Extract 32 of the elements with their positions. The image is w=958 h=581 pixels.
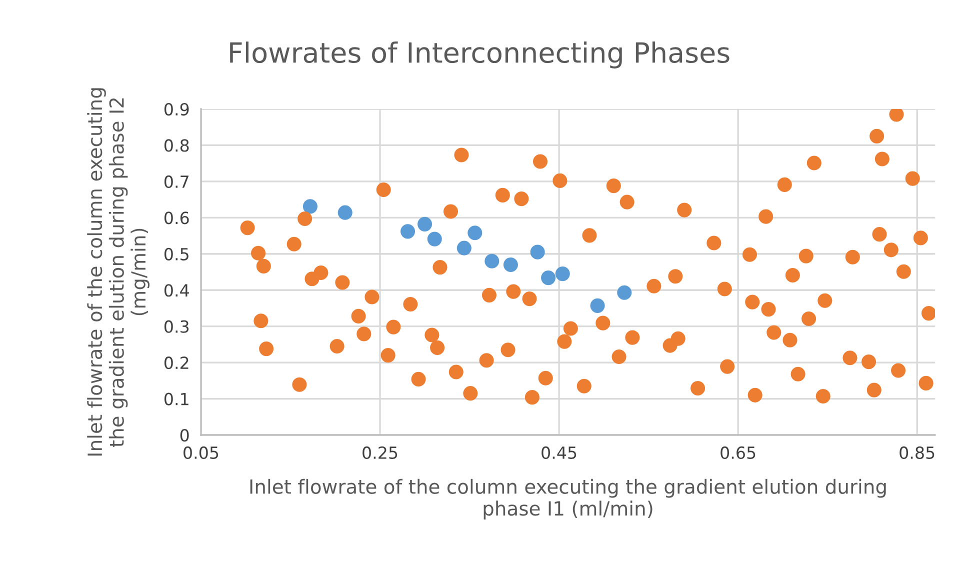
point (338, 205, 352, 220)
y-tick-label: 0.1 (164, 392, 188, 406)
y-tick-label: 0.2 (164, 356, 188, 370)
y-tick-label: 0.6 (164, 212, 189, 224)
y-tick-label: 0 (180, 428, 189, 442)
point (617, 285, 632, 300)
point (417, 216, 432, 232)
y-tick-label: 0.9 (164, 102, 189, 116)
x-tick-label: 0.25 (362, 446, 398, 460)
point (503, 257, 518, 272)
y-tick-label: 0.3 (164, 320, 189, 333)
x-tick-label: 0.45 (542, 446, 576, 460)
point (456, 240, 472, 256)
point (541, 270, 556, 286)
x-tick-label: 0.85 (900, 446, 934, 460)
point (484, 254, 500, 268)
point (302, 199, 318, 214)
point (468, 226, 482, 240)
y-tick-label: 0.5 (164, 248, 188, 260)
point (530, 244, 545, 260)
y-tick-label: 0.7 (164, 175, 188, 188)
y-tick-label: 0.8 (164, 139, 189, 152)
y-axis-title: Inlet flowrate of the column executing the gradient elution during phase I2 (mg/min) (87, 88, 150, 456)
x-tick-label: 0.65 (720, 446, 756, 460)
point (427, 232, 442, 246)
point (590, 298, 605, 313)
point (400, 224, 416, 239)
x-tick-label: 0.05 (184, 446, 218, 460)
y-tick-label: 0.4 (164, 284, 189, 297)
x-axis-title: Inlet flowrate of the column executing the gradient elution during phase I1 (ml/min) (250, 478, 886, 520)
chart-title: Flowrates of Interconnecting Phases (230, 42, 730, 68)
point (555, 266, 570, 282)
